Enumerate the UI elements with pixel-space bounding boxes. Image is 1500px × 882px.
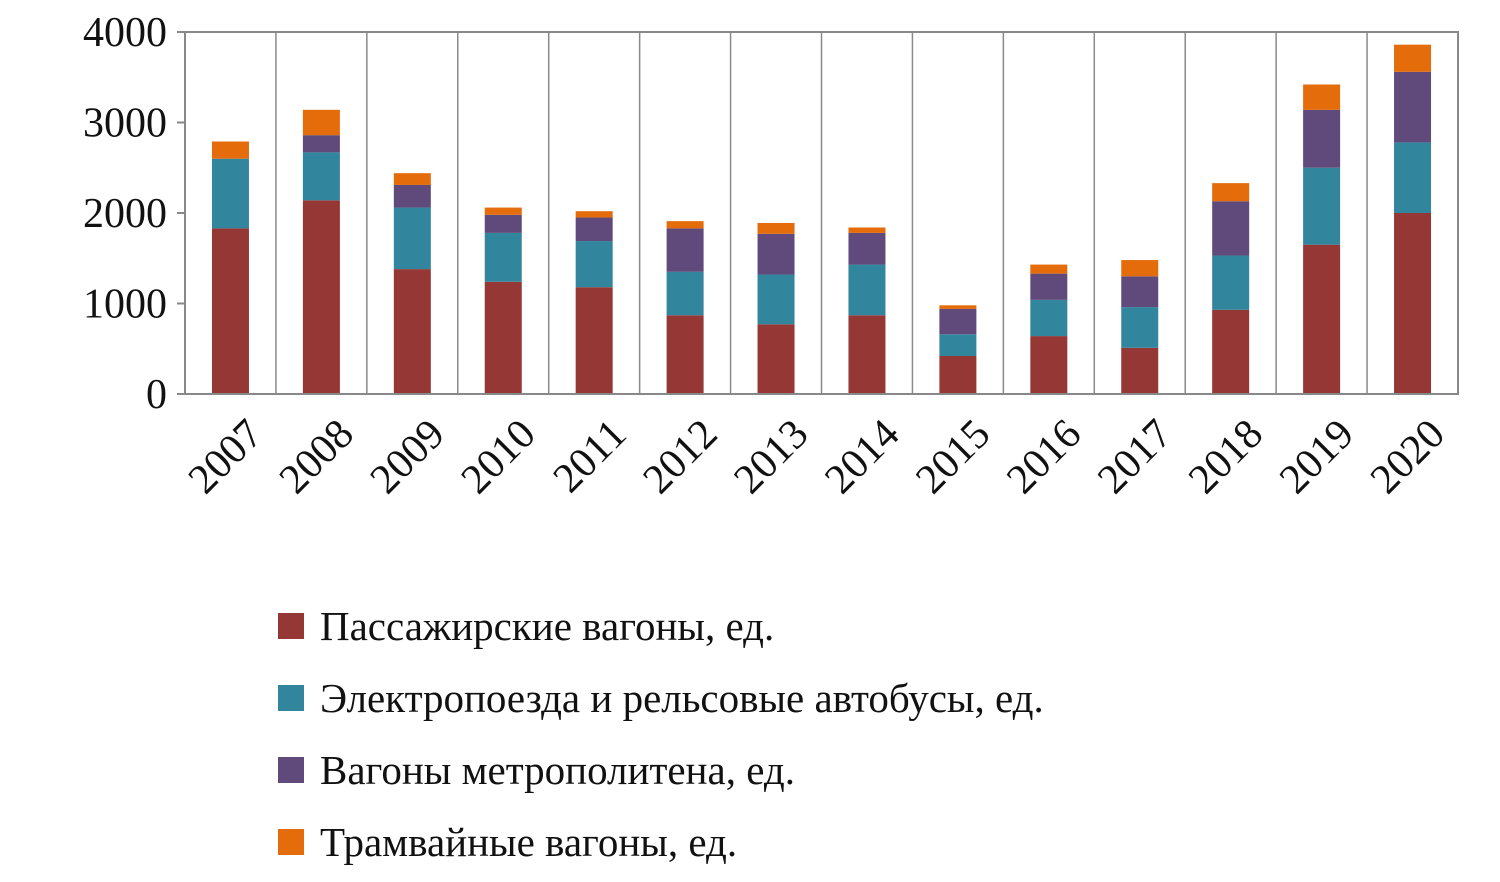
x-tick-label: 2013 [726, 411, 818, 503]
bar-segment-2011-series-3 [575, 211, 613, 218]
bar-segment-2013-series-1 [757, 274, 795, 325]
x-tick-label: 2007 [180, 411, 272, 503]
y-tick-label: 2000 [83, 191, 167, 237]
bar-segment-2019-series-3 [1303, 84, 1341, 110]
x-tick-label: 2012 [635, 411, 727, 503]
bar-segment-2012-series-0 [666, 315, 704, 394]
bar-segment-2013-series-0 [757, 324, 795, 394]
legend-swatch [278, 829, 304, 855]
x-tick-label: 2015 [907, 411, 999, 503]
y-tick-label: 4000 [83, 10, 167, 56]
bar-segment-2010-series-0 [484, 281, 522, 394]
bar-segment-2019-series-0 [1303, 244, 1341, 394]
bar-segment-2017-series-0 [1121, 347, 1159, 394]
legend-label: Электропоезда и рельсовые автобусы, ед. [320, 675, 1044, 721]
bar-segment-2008-series-0 [302, 200, 340, 394]
x-tick-label: 2009 [362, 411, 454, 503]
y-tick-label: 3000 [83, 101, 167, 147]
bar-segment-2018-series-3 [1212, 183, 1250, 202]
bar-segment-2013-series-3 [757, 222, 795, 234]
bar-segment-2010-series-1 [484, 232, 522, 282]
legend-swatch [278, 613, 304, 639]
legend-swatch [278, 757, 304, 783]
bar-segment-2015-series-2 [939, 308, 977, 335]
bar-segment-2012-series-1 [666, 271, 704, 316]
bar-segment-2007-series-0 [211, 228, 249, 394]
bar-segment-2017-series-3 [1121, 260, 1159, 277]
x-tick-label: 2018 [1180, 411, 1272, 503]
bar-segment-2017-series-2 [1121, 276, 1159, 308]
bar-segment-2014-series-1 [848, 264, 886, 316]
bar-segment-2007-series-3 [211, 141, 249, 159]
bar-segment-2014-series-0 [848, 315, 886, 394]
x-tick-labels: 2007 2008 2009 2010 2011 2012 2013 2014 2015 2016… [180, 411, 1454, 503]
bar-segment-2008-series-3 [302, 109, 340, 136]
bar-segment-2019-series-1 [1303, 167, 1341, 245]
bar-segment-2020-series-1 [1394, 142, 1432, 213]
bar-segment-2008-series-2 [302, 135, 340, 153]
y-tick-label: 1000 [83, 282, 167, 328]
x-tick-label: 2016 [998, 411, 1090, 503]
bar-segment-2007-series-1 [211, 158, 249, 229]
x-tick-label: 2019 [1271, 411, 1363, 503]
y-tick-label: 0 [146, 372, 167, 418]
legend-item-electric-trains: Электропоезда и рельсовые автобусы, ед. [278, 662, 1044, 734]
bar-segment-2018-series-1 [1212, 255, 1250, 310]
bar-segment-2009-series-3 [393, 173, 431, 185]
legend-item-metro-cars: Вагоны метрополитена, ед. [278, 734, 1044, 806]
bar-segment-2011-series-1 [575, 241, 613, 288]
x-tick-label: 2017 [1089, 411, 1181, 503]
bar-segment-2016-series-0 [1030, 336, 1068, 394]
bar-segment-2008-series-1 [302, 152, 340, 201]
bar-segment-2014-series-3 [848, 227, 886, 233]
legend-label: Трамвайные вагоны, ед. [320, 819, 738, 865]
x-tick-label: 2014 [816, 411, 908, 503]
legend-item-passenger-cars: Пассажирские вагоны, ед. [278, 590, 1044, 662]
bar-segment-2014-series-2 [848, 232, 886, 265]
bar-segment-2012-series-3 [666, 221, 704, 229]
x-tick-label: 2011 [545, 411, 636, 502]
bar-segment-2010-series-2 [484, 214, 522, 233]
legend-item-tram-cars: Трамвайные вагоны, ед. [278, 806, 1044, 878]
legend-swatch [278, 685, 304, 711]
legend: Пассажирские вагоны, ед. Электропоезда и… [278, 590, 1044, 878]
bar-segment-2017-series-1 [1121, 307, 1159, 348]
bar-segment-2015-series-0 [939, 355, 977, 394]
bar-segment-2015-series-1 [939, 334, 977, 356]
bar-segment-2011-series-0 [575, 287, 613, 394]
bar-segment-2018-series-0 [1212, 309, 1250, 394]
bar-segment-2019-series-2 [1303, 109, 1341, 168]
bar-segment-2013-series-2 [757, 233, 795, 275]
x-tick-label: 2010 [453, 411, 545, 503]
bar-segment-2020-series-0 [1394, 213, 1432, 394]
bar-segment-2016-series-2 [1030, 273, 1068, 300]
bar-segment-2020-series-2 [1394, 71, 1432, 143]
grid-lines [177, 31, 1368, 395]
bar-segment-2016-series-3 [1030, 264, 1068, 274]
bar-segment-2011-series-2 [575, 217, 613, 242]
bar-segment-2009-series-2 [393, 184, 431, 208]
legend-label: Вагоны метрополитена, ед. [320, 747, 795, 793]
y-tick-labels: 0 1000 2000 3000 4000 [83, 10, 167, 418]
bar-segment-2020-series-3 [1394, 44, 1432, 72]
plot-area-frame [184, 31, 1459, 395]
bars [211, 44, 1432, 394]
bar-segment-2015-series-3 [939, 305, 977, 309]
legend-label: Пассажирские вагоны, ед. [320, 603, 775, 649]
bar-segment-2018-series-2 [1212, 201, 1250, 256]
x-tick-label: 2008 [271, 411, 363, 503]
bar-segment-2016-series-1 [1030, 299, 1068, 337]
x-tick-label: 2020 [1362, 411, 1454, 503]
bar-segment-2012-series-2 [666, 228, 704, 272]
bar-segment-2009-series-1 [393, 207, 431, 270]
bar-segment-2010-series-3 [484, 207, 522, 215]
bar-segment-2009-series-0 [393, 269, 431, 394]
